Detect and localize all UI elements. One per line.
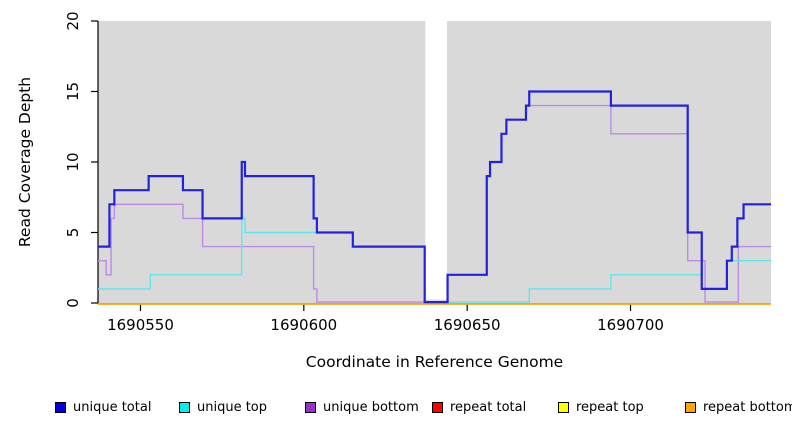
legend-item-unique-bottom: unique bottom [305,399,419,415]
legend-label: repeat bottom [703,399,792,415]
legend-label: repeat total [450,399,527,415]
legend-item-repeat-total: repeat total [432,399,526,415]
legend: unique total unique top unique bottom re… [0,399,792,419]
legend-item-unique-top: unique top [179,399,267,415]
legend-label: unique total [73,399,152,415]
x-tick-label: 1690700 [597,316,664,334]
y-tick-label: 0 [64,298,82,308]
x-tick-label: 1690650 [434,316,501,334]
legend-label: unique bottom [323,399,419,415]
y-tick-label: 15 [64,82,82,101]
legend-label: unique top [197,399,268,415]
legend-item-repeat-bottom: repeat bottom [685,399,792,415]
legend-label: repeat top [576,399,644,415]
series-line-unique-total [98,90,771,304]
masked-gap-region [425,14,447,300]
y-tick-label: 10 [64,152,82,171]
coverage-plot: 0 5 10 15 20 1690550 1690600 1690650 1690700 Coor… [16,11,771,371]
x-axis-title: Coordinate in Reference Genome [306,353,563,371]
x-tick-label: 1690600 [270,316,337,334]
legend-swatch-icon [432,401,443,413]
y-tick-label: 5 [64,228,82,238]
legend-swatch-icon [305,401,316,413]
x-tick-label: 1690550 [107,316,174,334]
legend-swatch-icon [179,401,190,413]
y-axis-title: Read Coverage Depth [16,77,34,247]
y-tick-label: 20 [64,11,82,30]
legend-swatch-icon [685,401,696,413]
legend-item-repeat-top: repeat top [558,399,644,415]
legend-swatch-icon [55,401,66,413]
legend-item-unique-total: unique total [55,399,151,415]
legend-swatch-icon [558,401,569,413]
